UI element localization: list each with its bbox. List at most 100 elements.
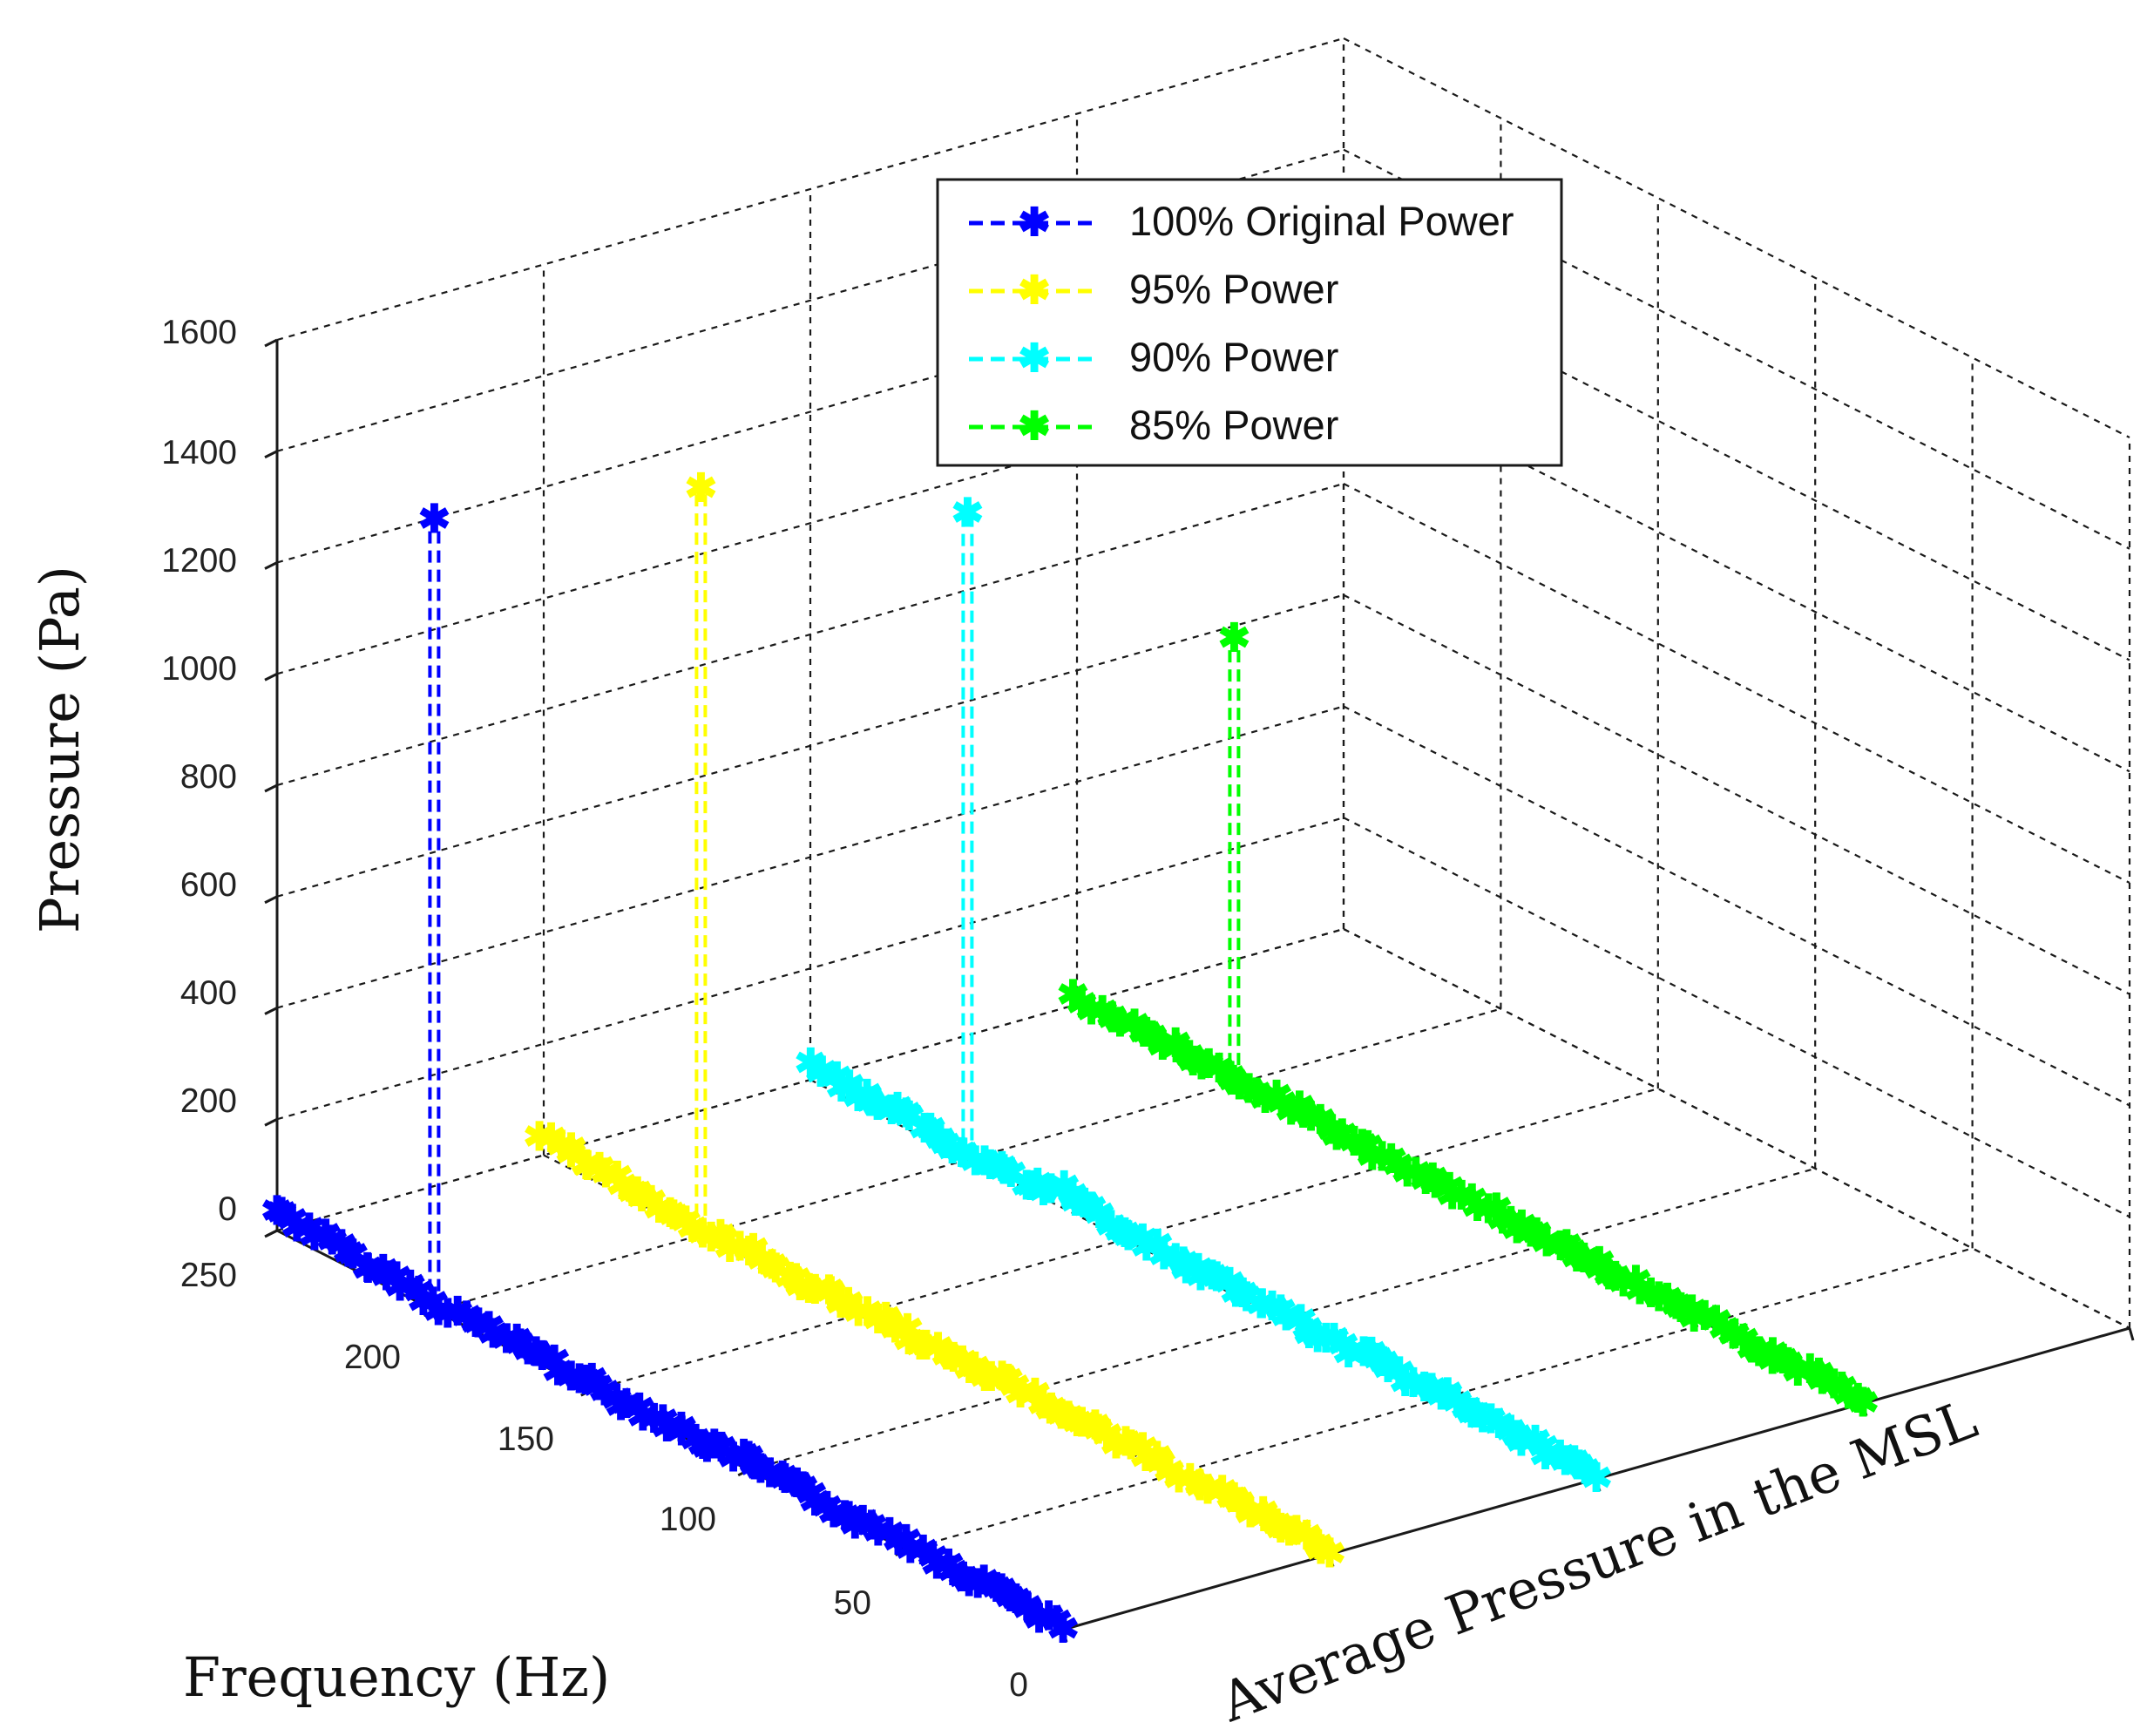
data-point: ✱ [1295,1095,1327,1139]
data-point: ✱ [1678,1296,1710,1340]
data-point: ✱ [833,1064,865,1109]
z-tick-label: 1000 [161,650,237,688]
data-point: ✱ [1772,1341,1805,1386]
data-point: ✱ [1129,1435,1162,1480]
data-point: ✱ [1583,1247,1615,1292]
data-point: ✱ [658,1193,690,1238]
data-point: ✱ [1505,1420,1537,1464]
data-point: ✱ [1075,1185,1107,1230]
grid-line [1343,483,2130,884]
data-point: ✱ [1034,1387,1067,1432]
data-point: ✱ [829,1495,861,1539]
legend-label-100: 100% Original Power [1129,198,1514,244]
data-point: ✱ [1460,1392,1492,1436]
data-point: ✱ [1446,1174,1478,1218]
data-point: ✱ [394,1264,426,1308]
data-point: ✱ [542,1349,574,1394]
data-point: ✱ [1494,1200,1527,1244]
data-point: ✱ [737,1227,769,1271]
data-point: ✱ [946,1339,979,1384]
data-point: ✱ [647,1399,679,1443]
grid-line [1343,37,2130,438]
data-point: ✱ [1103,1210,1135,1254]
data-point: ✱ [706,1426,738,1470]
data-point: ✱ [442,1290,474,1334]
data-point: ✱ [1101,1423,1133,1468]
data-point: ✱ [825,1066,857,1110]
data-point: ✱ [299,1214,331,1258]
data-point: ✱ [1245,1283,1277,1327]
data-point: ✱ [1321,1115,1353,1159]
z-tick-mark [264,783,278,793]
data-point: ✱ [1057,973,1089,1018]
data-point: ✱ [1366,1136,1399,1180]
data-point: ✱ [1023,1597,1055,1641]
data-point: ✱ [937,1550,969,1594]
y-tick-label: 0 [1009,1666,1028,1704]
data-point: ✱ [351,1246,383,1291]
data-point: ✱ [1487,1197,1519,1242]
data-point: ✱ [1256,1285,1289,1329]
data-point: ✱ [1035,1387,1067,1431]
data-point: ✱ [1620,1259,1652,1304]
data-point: ✱ [1160,1238,1192,1282]
data-point: ✱ [1372,1346,1405,1391]
data-point: ✱ [1048,1164,1080,1209]
data-point: ✱ [1218,1476,1250,1521]
data-point: ✱ [698,1423,730,1468]
data-point: ✱ [947,1556,979,1600]
data-point: ✱ [555,1132,587,1177]
data-point: ✱ [1520,1419,1552,1463]
data-point: ✱ [1450,1387,1482,1431]
data-point: ✱ [1327,1323,1359,1367]
x-tick-mark [1595,1478,1602,1492]
data-point: ✱ [1563,1443,1595,1488]
x-tick-mark [1061,1629,1068,1643]
data-point: ✱ [959,1140,992,1184]
data-point: ✱ [1201,1255,1233,1299]
data-point: ✱ [938,1336,970,1380]
data-point: ✱ [1160,1021,1192,1066]
data-point: ✱ [526,1334,559,1379]
data-point: ✱ [1718,1312,1751,1357]
data-point: ✱ [1083,1192,1115,1237]
data-point: ✱ [1847,1381,1879,1426]
data-point: ✱ [1842,1377,1874,1421]
data-point: ✱ [1223,1063,1256,1108]
data-point: ✱ [1351,1124,1384,1169]
data-point: ✱ [817,1492,850,1536]
data-point: ✱ [1461,1185,1493,1230]
data-point: ✱ [1599,1255,1631,1299]
data-point: ✱ [1284,1299,1317,1343]
data-point: ✱ [1743,1330,1775,1374]
grid-line [1343,593,2130,995]
data-point: ✱ [1362,1337,1394,1381]
data-point: ✱ [1555,1230,1588,1274]
data-point: ✱ [1500,1414,1533,1459]
data-point: ✱ [1168,1240,1200,1285]
data-point: ✱ [862,1084,894,1129]
data-point: ✱ [1419,1163,1452,1207]
legend-marker: ✱ [1019,336,1051,381]
data-point: ✱ [1494,1408,1527,1453]
data-point: ✱ [891,1307,924,1352]
data-point: ✱ [1170,1247,1202,1292]
data-point: ✱ [924,1117,957,1162]
data-point: ✱ [1426,1373,1458,1418]
data-point: ✱ [1545,1224,1577,1269]
grid-line [591,1088,1659,1392]
data-point: ✱ [883,1519,915,1563]
data-point: ✱ [1728,1318,1760,1362]
data-point: ✱ [261,1189,293,1233]
data-point: ✱ [1568,1237,1600,1281]
data-point: ✱ [1794,1347,1826,1392]
data-point: ✱ [876,1088,908,1133]
data-point: ✱ [462,1302,494,1346]
z-tick-label: 1400 [161,434,237,471]
data-point: ✱ [381,1256,413,1300]
data-point: ✱ [605,1384,637,1428]
grid-line [276,260,1344,564]
legend-marker: ✱ [1019,268,1051,313]
z-tick-mark [264,561,278,570]
data-point: ✱ [1436,1174,1468,1218]
